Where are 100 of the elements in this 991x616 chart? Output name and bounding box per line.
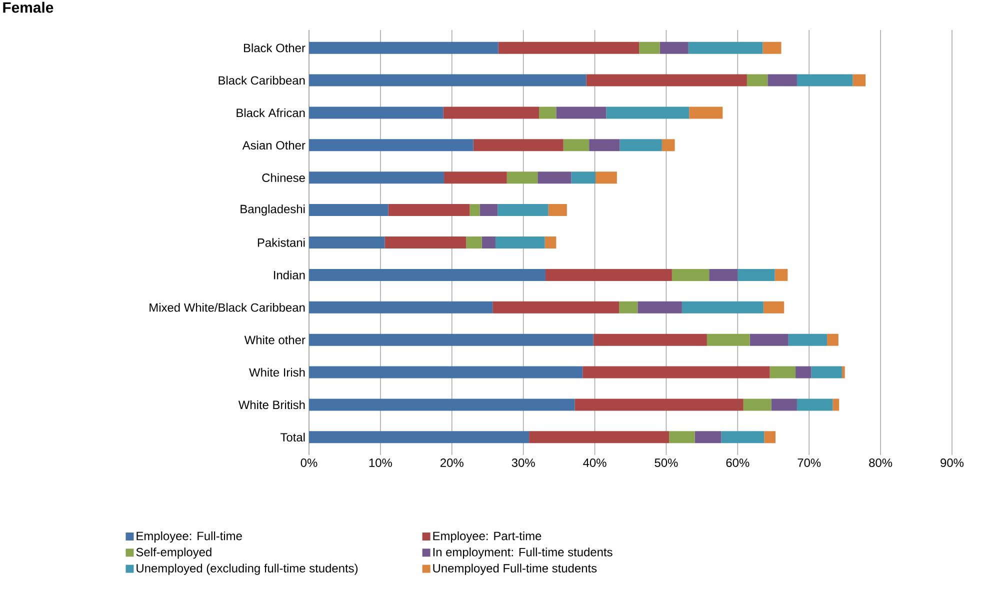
bar bbox=[672, 268, 710, 281]
legend-label: In employment: Full-time students bbox=[433, 548, 612, 559]
x-tick-label: 70% bbox=[798, 458, 821, 467]
y-tick-label: White British bbox=[238, 400, 305, 410]
y-tick-label: Total bbox=[280, 432, 305, 442]
bar bbox=[571, 172, 596, 184]
bar bbox=[529, 431, 670, 444]
x-tick-label: 0% bbox=[300, 458, 318, 467]
bar bbox=[770, 366, 796, 378]
bar bbox=[771, 398, 797, 411]
x-tick-label: 30% bbox=[512, 458, 535, 467]
bar bbox=[495, 236, 545, 249]
bar bbox=[309, 334, 594, 346]
bar bbox=[694, 431, 722, 444]
bar bbox=[811, 366, 842, 378]
legend-label: Unemployed (excluding full-time students) bbox=[136, 564, 358, 575]
bar bbox=[826, 334, 838, 346]
bar bbox=[506, 172, 538, 184]
bar bbox=[582, 366, 770, 378]
y-tick-label: Asian Other bbox=[242, 140, 306, 150]
x-tick-label: 50% bbox=[654, 458, 678, 467]
bar bbox=[746, 74, 768, 86]
bar bbox=[762, 42, 782, 54]
bar bbox=[574, 398, 744, 411]
bar bbox=[309, 74, 586, 86]
bar bbox=[595, 172, 617, 184]
bar bbox=[763, 301, 784, 314]
y-tick-label: Black African bbox=[236, 108, 305, 118]
bar bbox=[309, 268, 546, 281]
y-tick-label: White Irish bbox=[249, 368, 305, 377]
bar bbox=[682, 301, 764, 314]
bar bbox=[709, 268, 738, 281]
bar bbox=[721, 431, 764, 444]
y-tick-label: Pakistani bbox=[258, 238, 305, 247]
bar bbox=[842, 366, 845, 378]
bar bbox=[309, 366, 583, 378]
bar bbox=[788, 334, 827, 346]
x-tick-label: 90% bbox=[940, 458, 964, 467]
bar bbox=[689, 106, 723, 119]
bar bbox=[706, 334, 750, 346]
bar bbox=[545, 268, 672, 281]
bar bbox=[796, 74, 853, 86]
y-tick-label: White other bbox=[244, 335, 306, 344]
bar bbox=[539, 106, 556, 119]
bar bbox=[548, 204, 567, 216]
bar bbox=[669, 431, 695, 444]
bar bbox=[309, 204, 388, 216]
bar bbox=[309, 106, 444, 119]
bar bbox=[639, 42, 660, 54]
bar bbox=[563, 139, 590, 152]
bar bbox=[538, 172, 572, 184]
x-tick-label: 20% bbox=[440, 458, 464, 467]
bar bbox=[620, 139, 662, 152]
legend-label: Self-employed bbox=[136, 548, 212, 559]
bar bbox=[466, 236, 482, 249]
bar bbox=[796, 398, 833, 411]
bar bbox=[606, 106, 690, 119]
bar bbox=[774, 268, 788, 281]
x-tick-label: 80% bbox=[869, 458, 892, 467]
bar bbox=[619, 301, 638, 314]
bar bbox=[586, 74, 747, 86]
bar bbox=[738, 268, 775, 281]
bar bbox=[589, 139, 620, 152]
bar bbox=[309, 42, 498, 54]
bar bbox=[473, 139, 564, 152]
bar bbox=[556, 106, 606, 119]
y-tick-label: Black Caribbean bbox=[218, 76, 305, 85]
bar bbox=[852, 74, 866, 86]
bar bbox=[688, 42, 763, 54]
bar bbox=[764, 431, 776, 444]
bar bbox=[309, 398, 575, 411]
bar bbox=[309, 139, 474, 152]
bar bbox=[309, 301, 493, 314]
bar bbox=[470, 204, 480, 216]
bar bbox=[309, 172, 444, 184]
bar bbox=[796, 366, 812, 378]
text: Female bbox=[3, 2, 54, 13]
bar bbox=[750, 334, 788, 346]
bar bbox=[480, 204, 498, 216]
bar bbox=[444, 172, 507, 184]
bar bbox=[832, 398, 840, 411]
bar bbox=[492, 301, 620, 314]
bar bbox=[743, 398, 772, 411]
bar bbox=[309, 236, 385, 249]
bar bbox=[662, 139, 675, 152]
legend-label: Employee: Part-time bbox=[433, 531, 542, 543]
bar bbox=[638, 301, 682, 314]
y-tick-label: Chinese bbox=[262, 173, 305, 182]
bar bbox=[660, 42, 688, 54]
y-tick-label: Bangladeshi bbox=[240, 204, 305, 216]
bar bbox=[544, 236, 556, 249]
legend-label: Unemployed Full-time students bbox=[433, 564, 597, 575]
y-tick-label: Mixed White/Black Caribbean bbox=[150, 303, 305, 312]
bar bbox=[443, 106, 540, 119]
bar bbox=[384, 236, 466, 249]
bar bbox=[498, 204, 548, 216]
x-tick-label: 40% bbox=[583, 458, 606, 467]
bar bbox=[482, 236, 496, 249]
bar bbox=[768, 74, 797, 86]
bar bbox=[498, 42, 640, 54]
